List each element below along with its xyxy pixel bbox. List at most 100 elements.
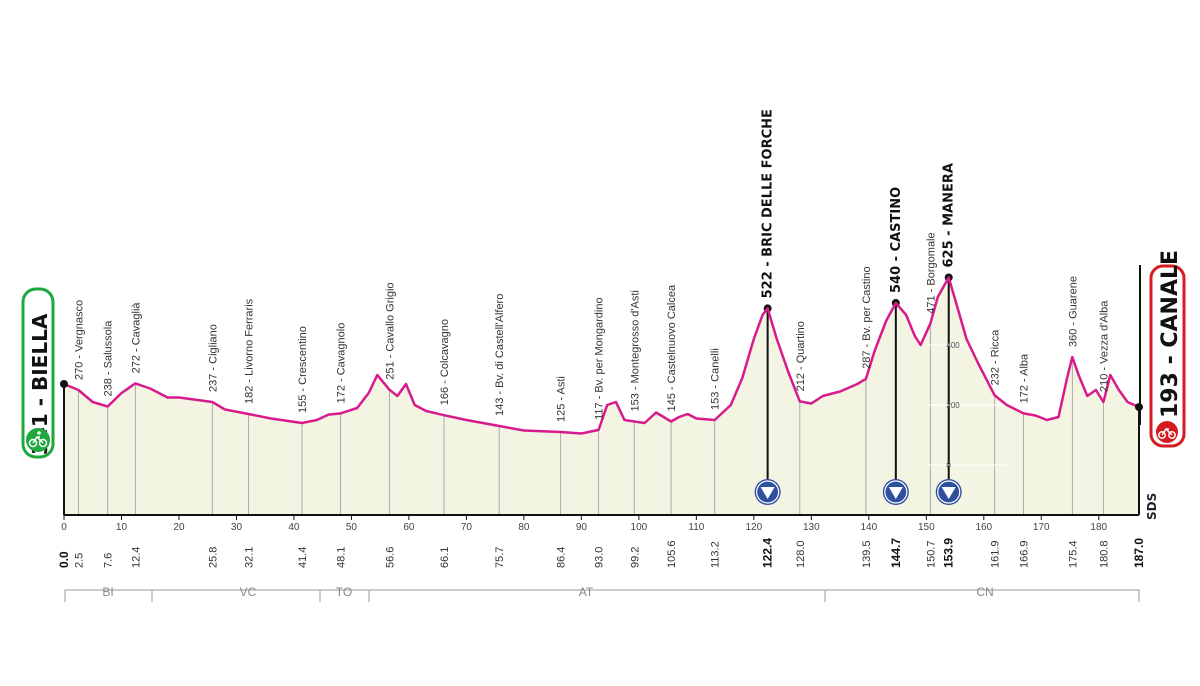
waypoint-km-label: 32.1 (244, 547, 256, 568)
waypoint-label: 155 - Crescentino (297, 326, 309, 413)
waypoint-label: 145 - Castelnuovo Calcea (666, 284, 678, 411)
profile-line (63, 276, 1140, 435)
province-at: AT (579, 585, 594, 599)
province-bar: BI VC TO AT CN (64, 585, 1140, 602)
waypoint-km-label: 180.8 (1098, 540, 1110, 568)
x-tick-label: 170 (1033, 522, 1050, 533)
waypoint-km-label: 66.1 (439, 547, 451, 568)
start-badge: 341 - BIELLA (21, 287, 55, 459)
x-tick-label: 10 (116, 522, 128, 533)
finish-city: CANALE (1158, 250, 1183, 348)
x-tick-label: 150 (918, 522, 935, 533)
province-cn: CN (976, 585, 993, 599)
waypoint-km-label: 86.4 (556, 547, 568, 568)
waypoint-label: 143 - Bv. di Castell'Alfero (494, 294, 506, 416)
waypoint-label: 125 - Asti (556, 376, 568, 422)
waypoint-km-label: 166.9 (1018, 540, 1030, 568)
start-city: BIELLA (28, 313, 52, 391)
x-tick-label: 120 (745, 522, 762, 533)
waypoint-label: 287 - Bv. per Castino (861, 266, 873, 369)
x-tick-label: 160 (975, 522, 992, 533)
waypoint-labels: 270 - Vergnasco 238 - Salussola 272 - Cava… (73, 109, 1110, 422)
waypoint-label: 117 - Bv. per Mongardino (594, 297, 606, 420)
x-tick-label: 90 (576, 522, 588, 533)
waypoint-km-label: 0.0 (57, 551, 71, 568)
waypoint-label: 153 - Canelli (710, 348, 722, 410)
start-finish-markers (60, 265, 1143, 515)
waypoint-km-label: 2.5 (73, 553, 85, 568)
x-tick-label: 50 (346, 522, 358, 533)
distance-axis: 0 10 20 30 40 50 60 70 80 90 100 110 120 130 140 150 160… (61, 515, 1108, 533)
waypoint-km-label: 99.2 (629, 547, 641, 568)
waypoint-km-label: 161.9 (990, 540, 1002, 568)
province-bi: BI (102, 585, 113, 599)
finish-badge: 193 - CANALE (1149, 250, 1186, 448)
x-tick-label: 80 (518, 522, 530, 533)
waypoint-label: 232 - Ricca (990, 329, 1002, 386)
x-tick-label: 100 (631, 522, 648, 533)
finish-altitude: 193 (1158, 372, 1183, 418)
waypoint-km-label: 41.4 (297, 547, 309, 568)
waypoint-km-label: 105.6 (666, 540, 678, 568)
waypoint-label: 182 - Livorno Ferraris (244, 298, 256, 404)
waypoint-km-label: 7.6 (103, 553, 115, 568)
waypoint-label: 153 - Montegrosso d'Asti (629, 290, 641, 411)
waypoint-km-label: 93.0 (594, 547, 606, 568)
waypoint-km-label: 113.2 (710, 541, 722, 568)
province-vc: VC (240, 585, 257, 599)
waypoint-km-label: 75.7 (494, 547, 506, 568)
climb-label: 522 - BRIC DELLE FORCHE (761, 109, 776, 298)
sds-logo: SDS (1145, 493, 1159, 520)
waypoint-label: 172 - Cavagnolo (336, 323, 348, 404)
x-tick-label: 40 (288, 522, 300, 533)
waypoint-label: 172 - Alba (1018, 353, 1030, 403)
waypoint-km-label: 12.4 (130, 547, 142, 568)
waypoint-label: 270 - Vergnasco (73, 300, 85, 380)
alt-tick-label: 200 (946, 401, 960, 410)
waypoint-label: 272 - Cavaglià (130, 302, 142, 374)
waypoint-label: 251 - Cavallo Grigio (384, 282, 396, 379)
waypoint-distance-labels: 2.5 7.6 12.4 25.8 32.1 41.4 48.1 56.6 66.1 75.7 86… (57, 538, 1146, 568)
finish-cyclist-icon (1156, 421, 1178, 443)
waypoint-label: 212 - Quartino (795, 321, 807, 391)
x-tick-label: 0 (61, 522, 67, 533)
waypoint-km-label: 48.1 (336, 547, 348, 568)
x-tick-label: 180 (1090, 522, 1107, 533)
x-tick-label: 140 (860, 522, 877, 533)
kom-icon (935, 479, 962, 505)
waypoint-km-label: 153.9 (942, 538, 956, 568)
x-tick-label: 20 (173, 522, 185, 533)
waypoint-km-label: 144.7 (889, 538, 903, 568)
kom-markers (754, 479, 962, 505)
waypoint-km-label: 187.0 (1132, 538, 1146, 568)
waypoint-km-label: 175.4 (1067, 540, 1079, 568)
waypoint-km-label: 128.0 (795, 540, 807, 568)
waypoint-label: 360 - Guarene (1067, 276, 1079, 347)
waypoint-label: 471 - Borgomale (925, 232, 937, 313)
alt-tick-label: 0 (946, 461, 951, 470)
waypoint-km-label: 150.7 (925, 540, 937, 568)
altitude-scale: 0 200 400 (926, 341, 1007, 470)
climb-label: 625 - MANERA (942, 163, 957, 267)
alt-tick-label: 400 (946, 341, 960, 350)
waypoint-label: 238 - Salussola (103, 320, 115, 397)
x-tick-label: 30 (231, 522, 243, 533)
climb-label: 540 - CASTINO (889, 187, 904, 293)
waypoint-km-label: 139.5 (861, 540, 873, 568)
waypoint-km-label: 56.6 (384, 547, 396, 568)
kom-icon (882, 479, 909, 505)
waypoint-label: 237 - Cigliano (207, 324, 219, 392)
x-tick-label: 70 (461, 522, 473, 533)
profile-area-fill (64, 277, 1139, 515)
x-tick-label: 130 (803, 522, 820, 533)
waypoint-label: 166 - Colcavagno (439, 319, 451, 405)
province-to: TO (336, 585, 352, 599)
waypoint-km-label: 122.4 (761, 538, 775, 568)
x-tick-label: 110 (688, 522, 704, 533)
waypoint-label: 210 - Vezza d'Alba (1098, 300, 1110, 392)
waypoint-km-label: 25.8 (207, 547, 219, 568)
finish-label: 193 - CANALE (1158, 250, 1183, 418)
x-tick-label: 60 (403, 522, 415, 533)
kom-icon (754, 479, 781, 505)
